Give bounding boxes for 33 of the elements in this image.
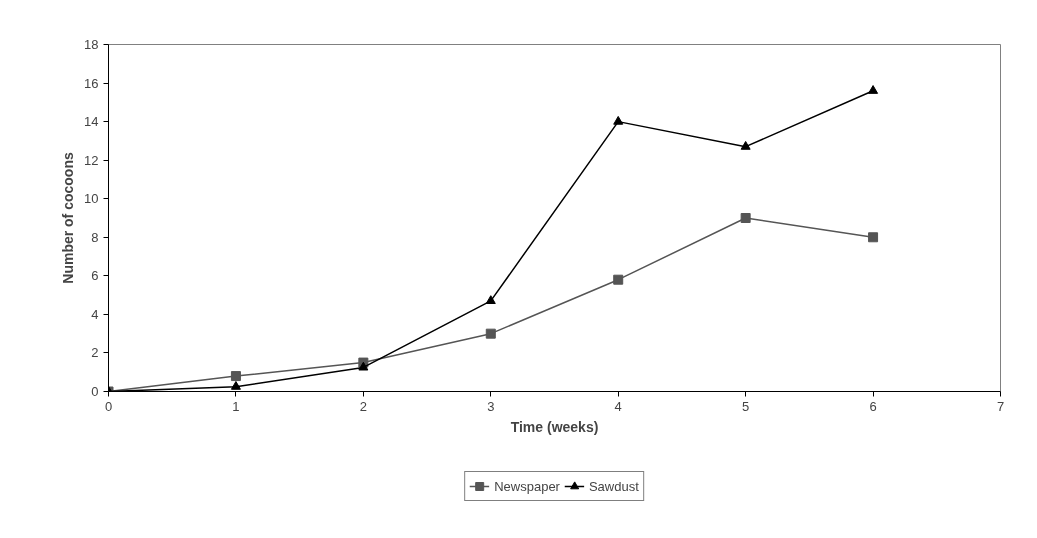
y-tick-label: 14 (84, 114, 99, 130)
x-tick-label: 0 (104, 398, 113, 414)
y-tick-label: 0 (91, 384, 99, 399)
point (485, 328, 496, 339)
y-tick-label: 2 (91, 345, 99, 361)
y-axis-title: Number of cocoons (60, 152, 77, 284)
y-tick-label: 18 (84, 37, 99, 52)
x-tick-label: 6 (869, 398, 877, 414)
y-tick-label: 4 (91, 306, 99, 322)
y-tick-label: 10 (84, 191, 99, 207)
point (740, 213, 751, 223)
x-tick-label: 3 (487, 398, 495, 414)
legend-label: Newspaper (494, 478, 560, 494)
x-tick-label: 5 (742, 398, 750, 414)
x-axis-title: Time (weeks) (510, 418, 599, 435)
legend-label: Sawdust (588, 478, 639, 494)
y-tick-label: 6 (91, 268, 99, 284)
point (230, 371, 241, 382)
x-tick-label: 7 (996, 398, 1005, 414)
point (230, 380, 241, 390)
x-tick-label: 1 (232, 398, 240, 414)
point (740, 140, 751, 150)
point (613, 115, 624, 125)
y-tick-label: 16 (84, 75, 99, 91)
y-tick-label: 12 (84, 152, 99, 168)
point (485, 295, 496, 304)
point (358, 361, 369, 371)
x-tick-label: 2 (359, 398, 367, 414)
y-tick-label: 8 (91, 229, 99, 245)
point (613, 274, 624, 285)
x-tick-label: 4 (614, 398, 622, 414)
point (868, 232, 879, 243)
point (868, 85, 879, 94)
